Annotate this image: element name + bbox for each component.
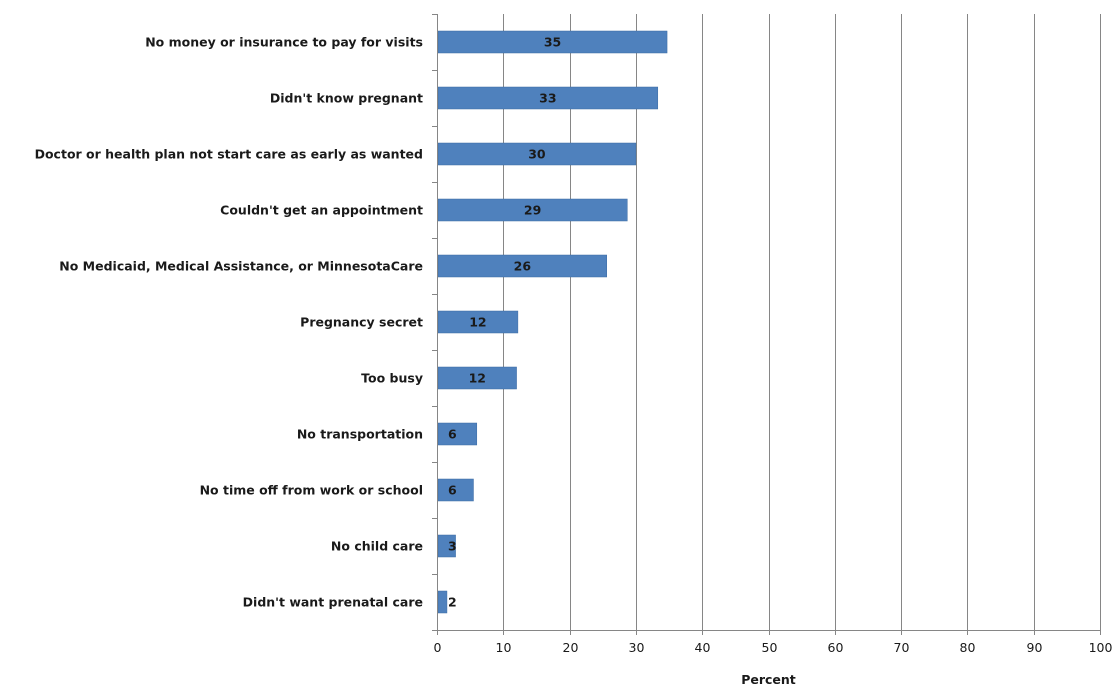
bars [437,30,668,614]
gridlines [503,14,1101,630]
category-label: Couldn't get an appointment [220,203,423,218]
bar [437,422,478,446]
x-tick-label: 80 [960,640,976,655]
x-tick-label: 60 [828,640,844,655]
x-tick-label: 50 [762,640,778,655]
category-label: No child care [331,539,423,554]
category-label: Too busy [361,371,423,386]
x-tick-label: 20 [563,640,579,655]
data-label: 30 [528,147,546,162]
x-tick-label: 90 [1027,640,1043,655]
category-label: No Medicaid, Medical Assistance, or Minn… [59,259,423,274]
category-label: No transportation [297,427,423,442]
data-label: 6 [448,483,457,498]
labels: 0 10 20 30 40 50 60 70 80 90 100 No money or insura… [35,35,1113,656]
data-label: 35 [544,35,561,50]
axes [432,14,1101,635]
data-label: 3 [448,539,457,554]
category-label: No time off from work or school [200,483,423,498]
category-label: Doctor or health plan not start care as … [35,147,423,162]
category-label: Pregnancy secret [300,315,423,330]
x-axis-title: Percent [741,672,796,687]
data-label: 26 [514,259,532,274]
data-label: 12 [469,315,486,330]
bar [437,590,448,614]
x-tick-label: 0 [434,640,442,655]
x-tick-label: 10 [496,640,512,655]
x-tick-label: 100 [1089,640,1113,655]
category-label: Didn't want prenatal care [243,595,423,610]
data-label: 29 [524,203,541,218]
data-label: 2 [448,595,457,610]
x-tick-label: 30 [629,640,645,655]
data-label: 6 [448,427,457,442]
data-label: 12 [469,371,486,386]
x-tick-label: 40 [695,640,711,655]
category-label: Didn't know pregnant [270,91,423,106]
category-label: No money or insurance to pay for visits [145,35,423,50]
data-label: 33 [539,91,556,106]
x-tick-label: 70 [894,640,910,655]
